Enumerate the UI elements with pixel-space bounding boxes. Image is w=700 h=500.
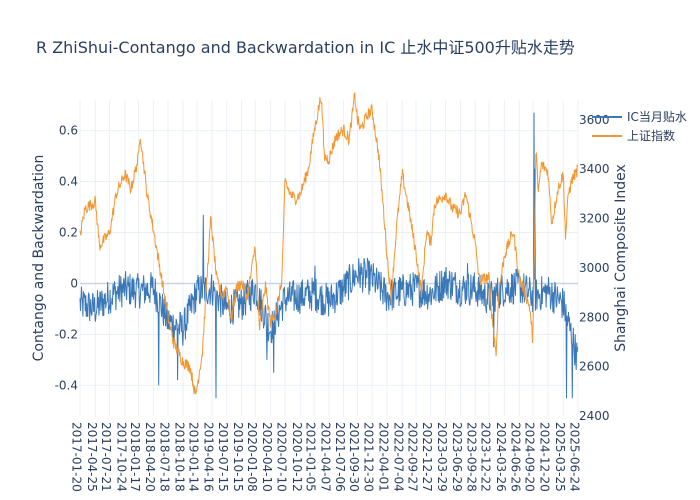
- y-tick-label: 0: [70, 276, 78, 290]
- y-tick-label: 0.2: [59, 226, 78, 240]
- y2-tick-label: 3400: [579, 162, 610, 176]
- y2-axis-title: Shanghai Composite Index: [613, 164, 629, 352]
- gridlines: [79, 100, 579, 416]
- legend-item-shanghai-index[interactable]: 上证指数: [592, 126, 687, 145]
- legend-swatch-shanghai-index: [592, 134, 622, 137]
- x-tick-label: 2020-07-10: [275, 422, 289, 492]
- y2-tick-label: 3200: [579, 212, 610, 226]
- x-tick-label: 2019-01-14: [187, 422, 201, 492]
- x-tick-label: 2018-04-20: [143, 422, 157, 492]
- x-tick-label: 2023-06-29: [450, 422, 464, 492]
- series-layer: [79, 92, 579, 399]
- y2-tick-label: 2800: [579, 310, 610, 324]
- x-tick-label: 2018-10-18: [172, 422, 186, 492]
- x-tick-label: 2024-06-26: [509, 422, 523, 492]
- legend[interactable]: IC当月贴水 上证指数: [592, 107, 687, 145]
- x-tick-label: 2020-01-08: [245, 422, 259, 492]
- x-tick-label: 2025-03-25: [553, 422, 567, 492]
- series-line-shanghai-index: [79, 92, 579, 395]
- x-tick-label: 2018-01-17: [128, 422, 142, 492]
- x-tick-label: 2022-12-27: [420, 422, 434, 492]
- x-tick-label: 2023-03-29: [435, 422, 449, 492]
- legend-label-shanghai-index: 上证指数: [627, 129, 676, 143]
- x-tick-label: 2017-01-20: [70, 422, 84, 492]
- legend-swatch-ic-premium: [592, 115, 622, 118]
- x-tick-label: 2024-03-26: [494, 422, 508, 492]
- y2-tick-label: 2400: [579, 409, 610, 423]
- x-tick-label: 2020-04-10: [260, 422, 274, 492]
- x-tick-label: 2017-04-25: [85, 422, 99, 492]
- chart-title: R ZhiShui-Contango and Backwardation in …: [36, 38, 575, 57]
- x-tick-label: 2021-01-05: [304, 422, 318, 492]
- y-tick-label: 0.6: [59, 124, 78, 138]
- x-tick-label: 2020-10-12: [290, 422, 304, 492]
- x-tick-label: 2018-07-18: [158, 422, 172, 492]
- x-tick-label: 2023-12-22: [478, 422, 492, 492]
- legend-label-ic-premium: IC当月贴水: [627, 110, 687, 124]
- x-tick-label: 2017-10-24: [114, 422, 128, 492]
- y-axis-title: Contango and Backwardation: [31, 155, 47, 362]
- x-tick-label: 2017-07-21: [99, 422, 113, 492]
- x-tick-label: 2024-09-20: [523, 422, 537, 492]
- series-line-ic-premium: [79, 112, 579, 399]
- x-tick-label: 2022-09-27: [405, 422, 419, 492]
- y-tick-label: 0.4: [59, 175, 78, 189]
- axis-ticks: 2017-01-20 2017-04-25 2017-07-21 2017-10-24…: [55, 113, 610, 492]
- y-tick-label: -0.4: [55, 378, 78, 392]
- x-tick-label: 2024-12-20: [537, 422, 551, 492]
- x-tick-label: 2022-04-01: [377, 422, 391, 492]
- x-tick-label: 2021-04-07: [318, 422, 332, 492]
- x-tick-label: 2023-09-28: [465, 422, 479, 492]
- x-tick-label: 2021-12-30: [362, 422, 376, 492]
- x-tick-label: 2025-06-24: [568, 422, 582, 492]
- x-tick-label: 2019-04-16: [202, 422, 216, 492]
- x-tick-label: 2022-07-04: [392, 422, 406, 492]
- legend-item-ic-premium[interactable]: IC当月贴水: [592, 107, 687, 126]
- y-tick-label: -0.2: [55, 327, 78, 341]
- x-tick-label: 2019-07-15: [216, 422, 230, 492]
- x-tick-label: 2021-07-06: [333, 422, 347, 492]
- y2-tick-label: 2600: [579, 360, 610, 374]
- y2-tick-label: 3000: [579, 261, 610, 275]
- x-tick-label: 2019-10-15: [231, 422, 245, 492]
- x-tick-label: 2021-09-30: [347, 422, 361, 492]
